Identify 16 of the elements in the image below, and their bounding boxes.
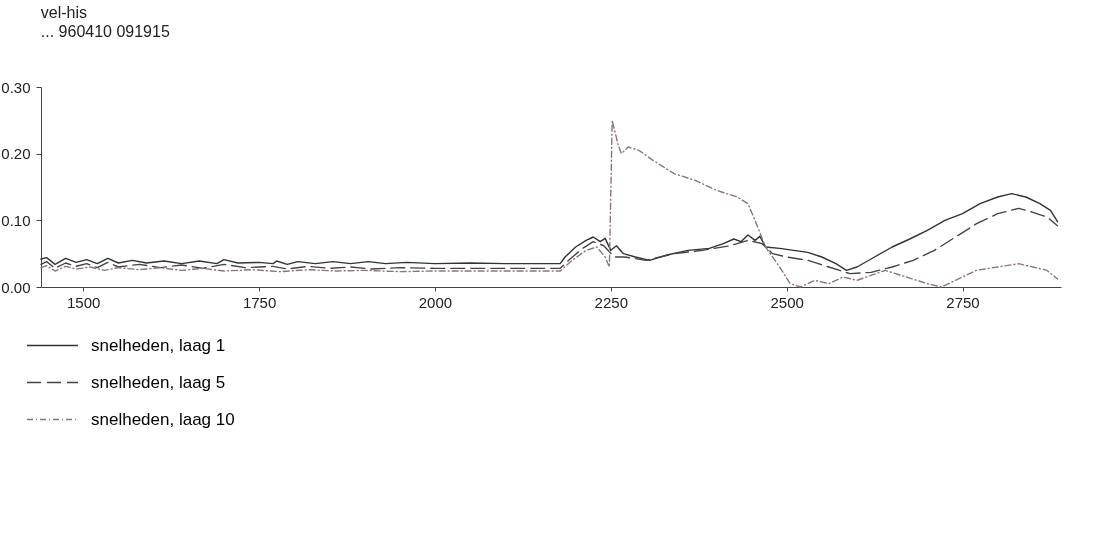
legend-label: snelheden, laag 10 bbox=[91, 409, 235, 429]
line-series bbox=[40, 192, 1059, 272]
chart-subtitle: ... 960410 091915 bbox=[40, 23, 170, 40]
chart-title: vel-his bbox=[40, 4, 88, 21]
x-tick-label: 2000 bbox=[418, 293, 453, 311]
y-tick-label: 0.20 bbox=[1, 145, 31, 163]
x-tick-label: 1500 bbox=[67, 293, 101, 311]
x-tick-label: 2750 bbox=[946, 293, 980, 311]
x-tick-label: 2250 bbox=[594, 293, 628, 311]
legend-label: snelheden, laag 1 bbox=[91, 335, 226, 355]
legend-label: snelheden, laag 5 bbox=[91, 372, 226, 392]
x-tick-label: 1750 bbox=[242, 293, 277, 311]
y-tick-label: 0.30 bbox=[1, 78, 31, 96]
x-tick-label: 2500 bbox=[770, 293, 804, 311]
y-tick-label: 0.00 bbox=[1, 278, 31, 296]
y-tick-label: 0.10 bbox=[1, 211, 31, 229]
